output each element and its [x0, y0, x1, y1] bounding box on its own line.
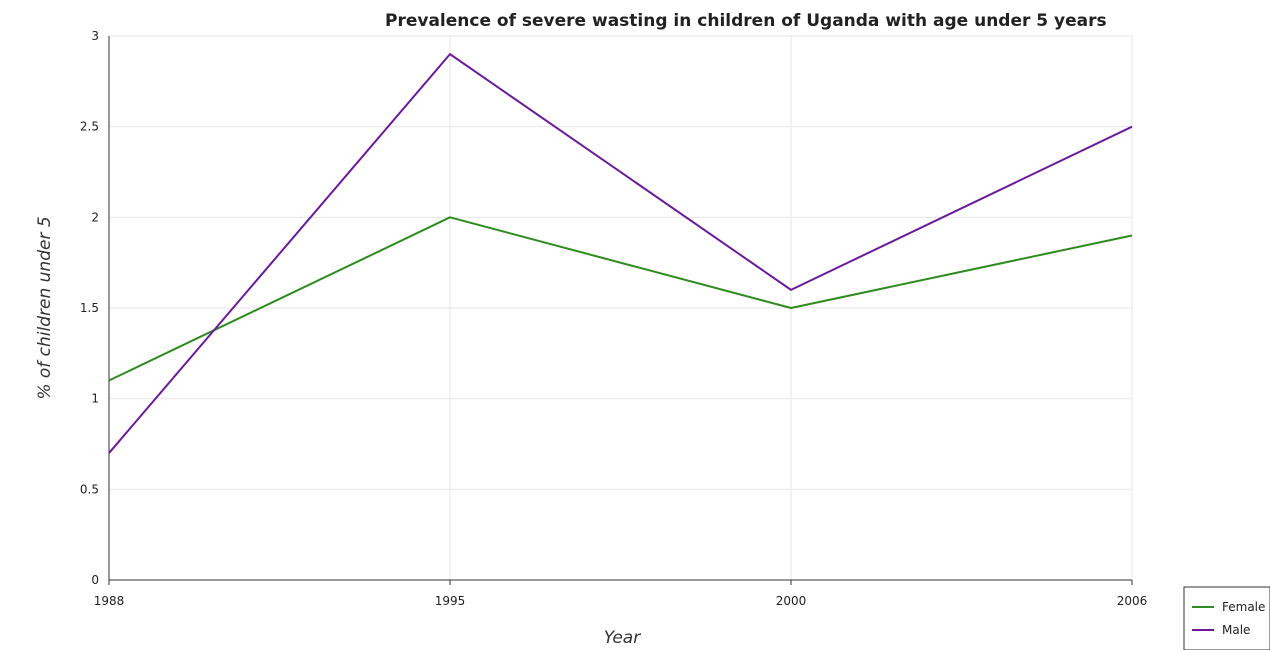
y-axis-label: % of children under 5 [35, 216, 55, 399]
x-axis-label: Year [604, 628, 641, 648]
y-tick-label: 2.5 [80, 120, 99, 134]
tick-labels: 0 0.5 1 1.5 2 2.5 3 1988 1995 2000 2006 [80, 29, 1147, 608]
x-tick-label: 1995 [435, 594, 466, 608]
y-tick-label: 3 [91, 29, 99, 43]
x-tick-label: 2000 [776, 594, 807, 608]
y-tick-label: 0.5 [80, 482, 99, 496]
series-line-female [108, 216, 1133, 382]
x-tick-label: 1988 [94, 594, 125, 608]
x-tick-label: 2006 [1117, 594, 1148, 608]
series-line-male [108, 53, 1133, 454]
y-tick-label: 1.5 [80, 301, 99, 315]
legend-label-female: Female [1222, 600, 1265, 614]
y-tick-label: 0 [91, 573, 99, 587]
y-tick-label: 1 [91, 392, 99, 406]
legend-label-male: Male [1222, 623, 1250, 637]
chart-title: Prevalence of severe wasting in children… [385, 11, 1107, 31]
y-tick-label: 2 [91, 210, 99, 224]
axes [108, 36, 1133, 585]
series-lines [108, 53, 1133, 454]
legend: Female Male [1183, 586, 1270, 650]
legend-box [1183, 586, 1270, 650]
